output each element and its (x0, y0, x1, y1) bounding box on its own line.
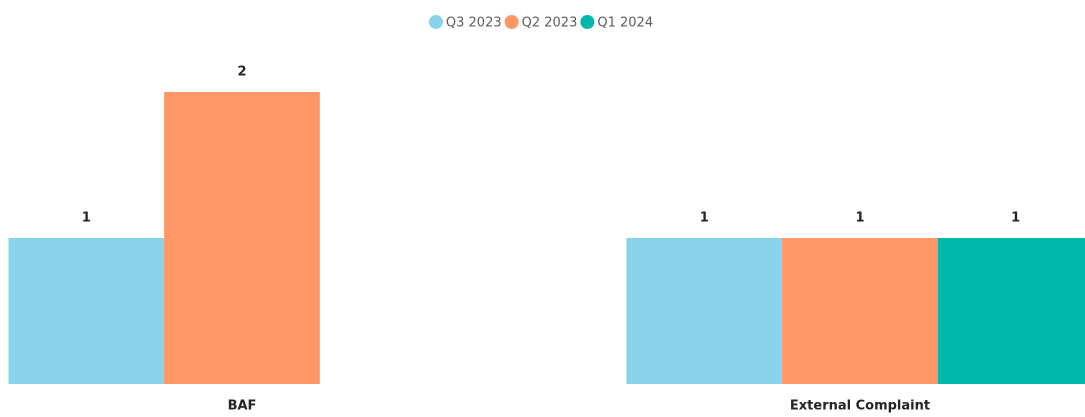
data-label: 1 (1011, 211, 1020, 226)
legend-swatch (504, 15, 519, 29)
legend-item: Q1 2024 (580, 15, 653, 31)
bar (937, 238, 1085, 384)
data-label: 1 (700, 211, 709, 226)
legend-item: Q2 2023 (504, 15, 578, 31)
bar (782, 238, 938, 384)
legend-label: Q3 2023 (446, 16, 502, 31)
bar (8, 238, 165, 384)
x-tick-label: BAF (228, 399, 257, 414)
x-tick-label: External Complaint (790, 399, 930, 414)
bar (164, 92, 320, 384)
legend-item: Q3 2023 (428, 15, 502, 31)
legend: Q3 2023 Q2 2023 Q1 2024 (428, 15, 653, 31)
legend-swatch (580, 15, 595, 29)
legend-label: Q1 2024 (597, 16, 653, 31)
data-label: 1 (82, 211, 91, 226)
bar (626, 238, 783, 384)
legend-swatch (428, 15, 443, 29)
data-label: 2 (237, 65, 246, 80)
legend-label: Q2 2023 (522, 16, 578, 31)
data-label: 1 (855, 211, 864, 226)
